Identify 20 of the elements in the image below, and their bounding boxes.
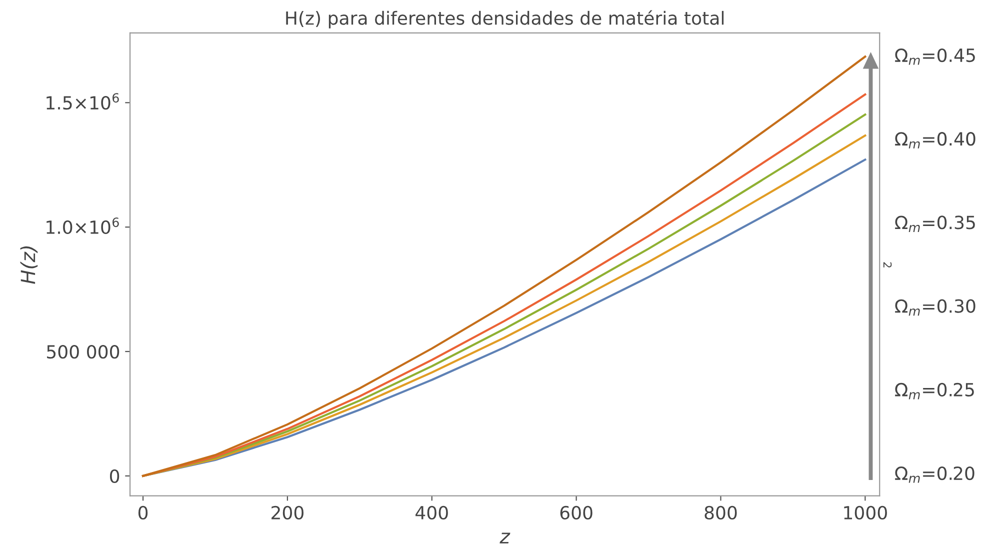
y-tick-label: 0 — [110, 469, 120, 484]
text: Ω$_{m}$=0.30 — [895, 299, 976, 316]
text: Ω$_{m}$=0.45 — [895, 48, 975, 65]
y-tick-label: 1.0×10$^{6}$ — [46, 218, 119, 234]
text: Ω$_{m}$=0.40 — [895, 132, 976, 148]
y-tick-label: 500 000 — [47, 344, 120, 359]
x-tick-label: 800 — [704, 506, 737, 520]
x-tick-label: 400 — [416, 506, 448, 520]
text: 2 — [883, 262, 892, 268]
text: Ω$_{m}$=0.25 — [895, 382, 974, 400]
chart-title: H(z) para diferentes densidades de matéria total — [286, 10, 724, 28]
x-tick-label: 600 — [560, 506, 592, 520]
y-tick-label: 1.5×10$^{6}$ — [46, 93, 119, 110]
x-tick-label: 200 — [272, 506, 304, 520]
x-axis-title: z — [500, 532, 510, 544]
x-tick-label: 1000 — [844, 506, 887, 520]
y-axis-title: H(z) — [20, 246, 38, 284]
x-tick-label: 0 — [138, 506, 148, 520]
text: Ω$_{m}$=0.20 — [895, 466, 974, 483]
text: Ω$_{m}$=0.35 — [895, 216, 975, 232]
